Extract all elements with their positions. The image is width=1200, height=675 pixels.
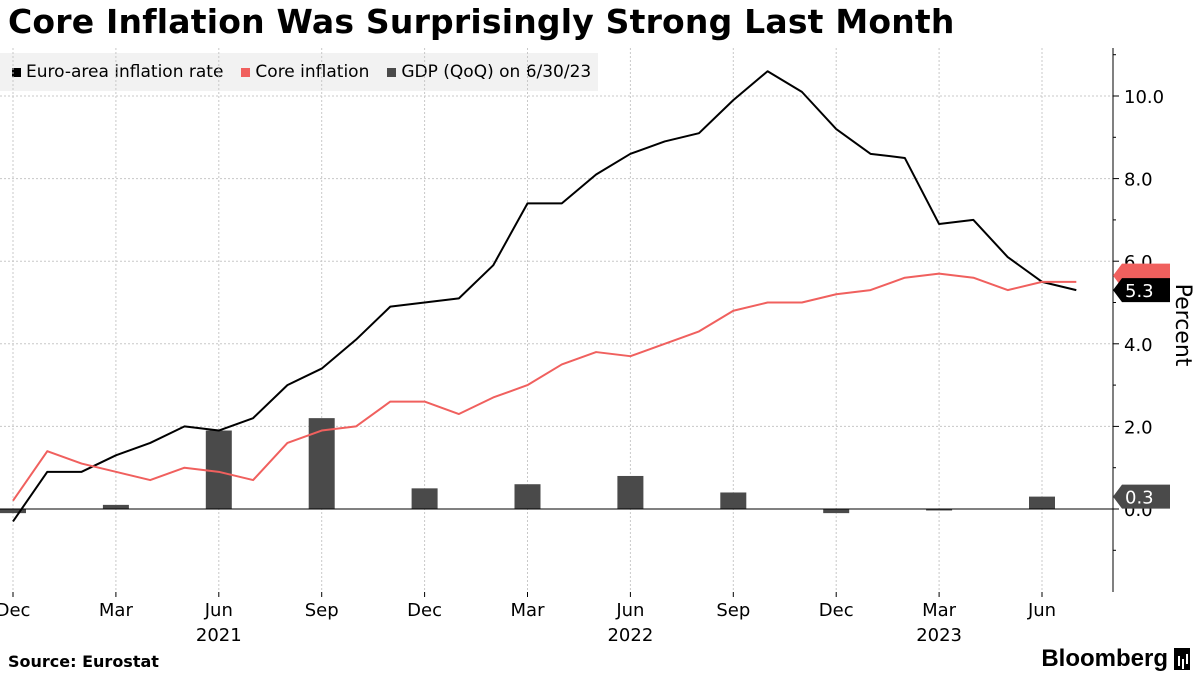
x-tick-label: Sep (716, 600, 750, 621)
bloomberg-terminal-icon (1174, 648, 1190, 670)
legend-label-core: Core inflation (255, 62, 370, 82)
y-axis-title: Percent (1170, 284, 1195, 367)
gdp-end-tag (1113, 484, 1170, 509)
source-note: Source: Eurostat (8, 652, 159, 671)
gdp-bar (926, 509, 953, 511)
inflation-end-tag-label: 5.3 (1125, 281, 1154, 302)
brand-name: Bloomberg (1041, 645, 1168, 672)
core-inflation-line (12, 272, 1077, 502)
x-tick-label: Sep (305, 600, 339, 621)
legend-item-inflation: Euro-area inflation rate (12, 62, 223, 82)
legend-swatch-core (241, 67, 251, 77)
x-year-label: 2022 (607, 625, 653, 646)
y-tick-label: 4.0 (1124, 335, 1153, 356)
inflation-end-tag (1113, 278, 1170, 303)
gdp-bar (205, 430, 232, 509)
x-tick-label: Jun (204, 600, 233, 621)
x-tick-label: Mar (99, 600, 134, 621)
gdp-bar (823, 509, 850, 514)
y-tick-label: 8.0 (1124, 170, 1153, 191)
gdp-bar (514, 484, 541, 509)
gdp-bar (411, 488, 438, 509)
legend-item-core: Core inflation (241, 62, 369, 82)
gdp-bar (1029, 496, 1055, 509)
gdp-bar (102, 504, 129, 509)
gdp-bar (0, 509, 26, 514)
x-tick-label: Jun (615, 600, 644, 621)
x-tick-label: Dec (819, 600, 854, 621)
gdp-bar (308, 418, 335, 509)
chart-legend: Euro-area inflation rate Core inflation … (0, 53, 598, 91)
x-year-label: 2021 (196, 625, 242, 646)
y-tick-label: 2.0 (1124, 417, 1153, 438)
inflation-line (12, 70, 1077, 522)
legend-item-gdp: GDP (QoQ) on 6/30/23 (387, 62, 591, 82)
x-tick-label: Jun (1027, 600, 1056, 621)
legend-swatch-gdp (387, 67, 397, 77)
gdp-bar (720, 492, 747, 509)
chart-title: Core Inflation Was Surprisingly Strong L… (8, 2, 955, 41)
legend-label-gdp: GDP (QoQ) on 6/30/23 (401, 62, 592, 82)
x-year-label: 2023 (916, 625, 962, 646)
gdp-end-tag-label: 0.3 (1125, 488, 1154, 509)
x-tick-label: Mar (511, 600, 546, 621)
x-tick-label: Dec (407, 600, 442, 621)
x-tick-label: Mar (922, 600, 957, 621)
x-tick-label: Dec (0, 600, 30, 621)
legend-label-inflation: Euro-area inflation rate (26, 62, 224, 82)
y-tick-label: 10.0 (1124, 87, 1164, 108)
gdp-bar (617, 475, 644, 509)
legend-swatch-inflation (12, 67, 21, 77)
brand-logo: Bloomberg (1041, 645, 1190, 673)
